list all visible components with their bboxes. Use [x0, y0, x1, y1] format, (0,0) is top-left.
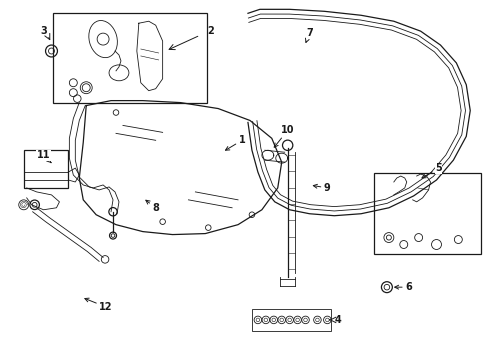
Text: 4: 4: [334, 315, 340, 325]
Text: 9: 9: [313, 183, 330, 193]
Bar: [373, 173, 480, 255]
Text: 11: 11: [37, 150, 51, 163]
Text: 5: 5: [421, 163, 441, 178]
Text: 3: 3: [40, 26, 47, 36]
Text: 8: 8: [145, 200, 159, 213]
Text: 7: 7: [305, 28, 312, 42]
Text: 1: 1: [225, 135, 245, 150]
Text: 2: 2: [206, 26, 213, 36]
Bar: [24, 150, 68, 188]
Text: 12: 12: [85, 298, 113, 312]
Text: 10: 10: [274, 125, 294, 147]
Text: 6: 6: [394, 282, 411, 292]
Bar: [53, 13, 207, 103]
Bar: [251, 309, 331, 331]
